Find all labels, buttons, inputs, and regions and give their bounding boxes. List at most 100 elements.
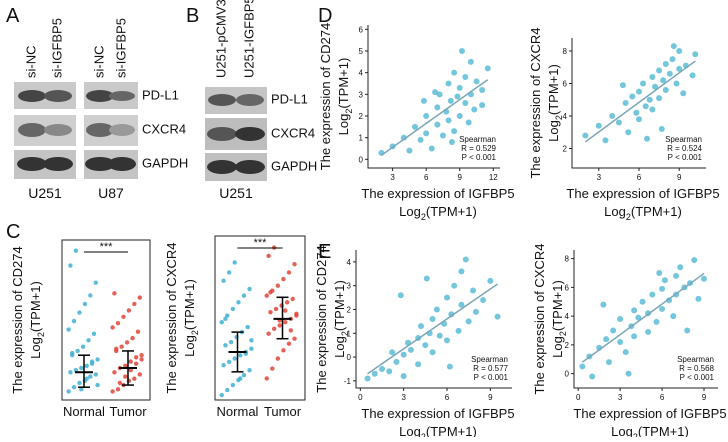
scatter-point bbox=[670, 43, 677, 50]
scatter-point bbox=[458, 301, 465, 308]
x-tick-label: 0 bbox=[358, 393, 363, 402]
scatter-point bbox=[465, 318, 472, 325]
strip-point bbox=[238, 353, 243, 358]
scatter-point bbox=[411, 123, 418, 130]
strip-point bbox=[286, 270, 292, 275]
lane-label: si-NC bbox=[23, 46, 38, 79]
x-axis-label-part: (TPM+1) bbox=[631, 204, 682, 219]
y-tick-label: 2 bbox=[347, 305, 352, 314]
axis-line bbox=[355, 250, 512, 389]
scatter-point bbox=[617, 339, 624, 345]
strip-point bbox=[89, 361, 95, 366]
strip-point bbox=[221, 363, 226, 368]
scatter-point bbox=[445, 117, 452, 124]
lane-label: U251-IGFBP5 bbox=[241, 0, 256, 78]
x-axis-label: Log2(TPM+1) bbox=[399, 204, 477, 222]
y-axis-label-part: 2 bbox=[340, 331, 350, 336]
strip-point bbox=[223, 343, 228, 348]
x-axis-label: The expression of IGFBP5 bbox=[566, 186, 719, 201]
scatter-point bbox=[625, 129, 632, 136]
cell-line-label: U87 bbox=[98, 185, 124, 201]
strip-point bbox=[238, 376, 243, 381]
strip-point bbox=[110, 389, 115, 394]
scatter-point bbox=[389, 349, 396, 356]
strip-point bbox=[264, 376, 269, 381]
x-tick-label: 6 bbox=[637, 173, 642, 182]
y-axis-label-part: (TPM+1) bbox=[182, 279, 197, 330]
strip-point bbox=[93, 280, 98, 285]
scatter-point bbox=[658, 126, 665, 132]
y-tick-label: 6 bbox=[565, 283, 570, 292]
y-tick-label: 4 bbox=[565, 312, 570, 321]
strip-point bbox=[232, 356, 237, 361]
scatter-point bbox=[600, 301, 607, 308]
strip-point bbox=[71, 318, 77, 324]
x-tick-label: 12 bbox=[489, 173, 498, 182]
stat-label: Spearman bbox=[459, 135, 496, 144]
stat-label: R = 0.529 bbox=[461, 144, 496, 153]
y-tick-label: 4 bbox=[359, 69, 364, 78]
x-tick-label: 6 bbox=[660, 393, 665, 402]
scatter-point bbox=[470, 287, 476, 294]
stat-label: Spearman bbox=[471, 355, 508, 364]
scatter-point bbox=[423, 113, 430, 119]
x-tick-label: 3 bbox=[401, 393, 406, 402]
strip-point bbox=[249, 346, 254, 351]
strip-point bbox=[75, 348, 80, 354]
x-axis-label: Log2(TPM+1) bbox=[399, 424, 477, 437]
strip-point bbox=[124, 340, 130, 345]
stat-label: P < 0.001 bbox=[462, 153, 497, 162]
strip-point bbox=[71, 385, 77, 390]
strip-point bbox=[88, 293, 93, 298]
scatter-point bbox=[680, 90, 687, 97]
scatter-point bbox=[436, 332, 443, 339]
lane-label: si-IGFBP5 bbox=[49, 18, 64, 78]
scatter-point bbox=[454, 93, 461, 100]
scatter-point bbox=[429, 349, 436, 356]
strip-point bbox=[115, 321, 121, 326]
panel-letter: B bbox=[186, 5, 199, 27]
scatter-point bbox=[434, 121, 441, 128]
plot-frame bbox=[61, 239, 151, 401]
plot-frame bbox=[214, 235, 306, 401]
y-axis-label-part: Log bbox=[550, 336, 565, 358]
panel-letter: C bbox=[6, 221, 20, 243]
y-tick-label: 3 bbox=[359, 90, 364, 99]
scatter-point bbox=[471, 106, 478, 113]
strip-point bbox=[271, 326, 277, 331]
y-tick-label: 6 bbox=[563, 80, 568, 89]
strip-point bbox=[230, 382, 236, 388]
scatter-point bbox=[447, 97, 454, 104]
scatter-point bbox=[622, 100, 629, 106]
scatter-point bbox=[407, 346, 414, 353]
scatter-point bbox=[582, 132, 589, 139]
protein-label: GAPDH bbox=[271, 158, 317, 173]
x-tick-label: 3 bbox=[390, 173, 395, 182]
scatter-point bbox=[386, 368, 393, 375]
scatter-point bbox=[458, 268, 465, 275]
strip-point bbox=[123, 374, 128, 379]
scatter-point bbox=[617, 316, 624, 322]
x-axis-label: The expression of IGFBP5 bbox=[573, 406, 726, 421]
y-tick-label: 8 bbox=[565, 255, 570, 264]
y-tick-label: 5 bbox=[359, 47, 364, 56]
strip-point bbox=[137, 372, 142, 377]
strip-point bbox=[132, 376, 137, 381]
strip-point bbox=[245, 324, 250, 330]
significance-label: *** bbox=[100, 241, 114, 253]
x-tick-label: 6 bbox=[424, 173, 429, 182]
x-axis-label-part: Log bbox=[611, 424, 633, 437]
strip-point bbox=[70, 350, 75, 356]
scatter-point bbox=[418, 323, 424, 330]
strip-point bbox=[128, 359, 133, 364]
strip-point bbox=[226, 359, 232, 365]
y-axis-label: The expression of CXCR4 bbox=[528, 27, 543, 178]
y-tick-label: 0 bbox=[565, 370, 570, 379]
y-tick-label: 0 bbox=[359, 155, 364, 164]
x-tick-label: Normal bbox=[63, 404, 105, 419]
strip-point bbox=[247, 286, 252, 292]
strip-point bbox=[275, 356, 281, 361]
scatter-point bbox=[379, 365, 385, 372]
scatter-point bbox=[695, 295, 702, 302]
scatter-point bbox=[364, 375, 371, 382]
